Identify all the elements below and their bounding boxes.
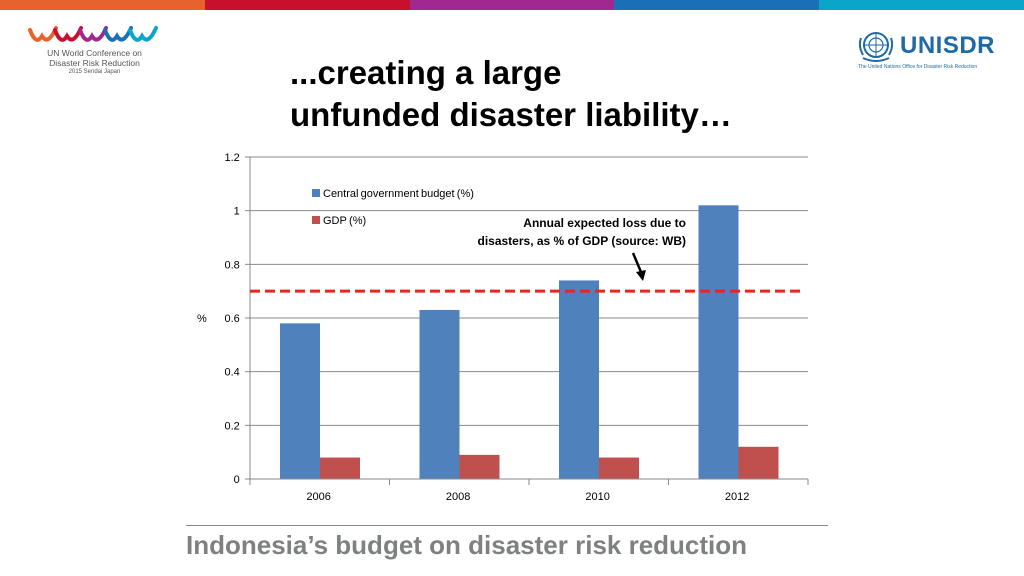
bar-central-budget [559, 280, 599, 479]
wave-stroke [53, 26, 83, 42]
annotation-line-2: disasters, as % of GDP (source: WB) [478, 234, 687, 248]
wave-logo-icon [28, 26, 158, 42]
top-bar-segment [409, 0, 615, 10]
x-tick-label: 2012 [725, 491, 752, 503]
annotation-line-1: Annual expected loss due to [523, 216, 686, 230]
top-color-bar [0, 0, 1024, 10]
wave-stroke [28, 26, 58, 42]
unisdr-logo: UNISDR The United Nations Office for Dis… [855, 26, 1005, 76]
title-line-1: ...creating a large [290, 54, 562, 91]
unisdr-name: UNISDR [900, 32, 996, 59]
bar-central-budget [419, 309, 460, 479]
footer-caption: Indonesia’s budget on disaster risk redu… [186, 530, 748, 560]
bar-gdp [738, 446, 779, 479]
y-tick-label: 1 [234, 206, 242, 218]
wave-stroke [103, 26, 133, 42]
y-tick-label: 0.4 [225, 367, 243, 379]
logo-line-2: Disaster Risk Reduction [49, 58, 140, 68]
legend-swatch [312, 189, 320, 197]
top-bar-segment [614, 0, 820, 10]
top-bar-segment [819, 0, 1024, 10]
bar-gdp [320, 457, 360, 479]
un-emblem-icon [858, 32, 894, 62]
y-tick-label: 0.6 [225, 313, 243, 325]
logo-line-1: UN World Conference on [47, 48, 142, 58]
top-bar-segment [0, 0, 205, 10]
legend-label: GDP (%) [323, 215, 368, 227]
bar-central-budget [698, 205, 739, 480]
y-tick-label: 0.8 [225, 259, 243, 271]
title-line-2: unfunded disaster liability… [290, 96, 732, 133]
bar-central-budget [280, 323, 320, 479]
wave-stroke [128, 26, 158, 42]
y-tick-label: 0.2 [225, 420, 243, 432]
y-axis-label: % [197, 313, 209, 325]
y-tick-label: 1.2 [225, 152, 243, 164]
x-tick-label: 2008 [446, 491, 473, 503]
x-tick-label: 2010 [585, 491, 612, 503]
y-tick-label: 0 [234, 474, 242, 486]
legend-label: Central government budget (%) [323, 188, 476, 200]
slide-title: ...creating a large unfunded disaster li… [290, 52, 810, 136]
top-bar-segment [204, 0, 410, 10]
wave-stroke [78, 26, 108, 42]
wcdrr-logo: UN World Conference on Disaster Risk Red… [22, 22, 167, 92]
bar-gdp [459, 454, 500, 479]
unisdr-subtitle: The United Nations Office for Disaster R… [858, 64, 978, 70]
annotation-arrow-icon [631, 252, 643, 273]
logo-line-3: 2015 Sendai Japan [68, 69, 121, 75]
bar-gdp [599, 457, 639, 479]
x-tick-label: 2006 [306, 491, 333, 503]
legend-swatch [312, 216, 320, 224]
annotation-arrowhead-icon [636, 270, 646, 281]
footer-divider [186, 525, 828, 526]
